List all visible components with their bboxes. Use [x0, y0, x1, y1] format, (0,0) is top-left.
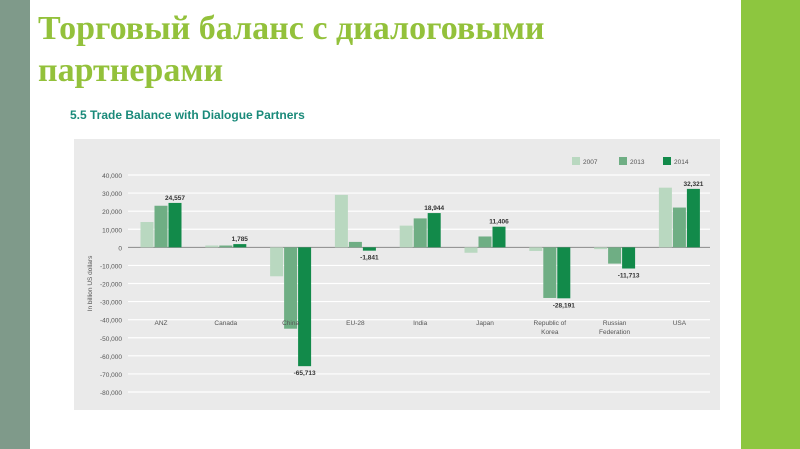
- category-label: Russian: [603, 320, 627, 327]
- bar-2014: [492, 226, 506, 248]
- bar-2014: [686, 188, 700, 248]
- bar-2014: [362, 247, 376, 251]
- bar-2013: [219, 245, 233, 248]
- y-tick-label: 10,000: [102, 227, 122, 234]
- bar-2014: [233, 244, 247, 248]
- bar-2007: [464, 247, 478, 253]
- y-tick-label: -80,000: [100, 390, 122, 397]
- category-label: Japan: [476, 320, 494, 327]
- legend-label: 2014: [674, 159, 689, 166]
- category-label: EU-28: [346, 320, 365, 327]
- category-label: China: [282, 320, 299, 327]
- y-tick-label: -60,000: [100, 354, 122, 361]
- bar-2014: [427, 213, 441, 248]
- bar-2013: [284, 247, 298, 329]
- bar-2013: [608, 247, 622, 264]
- bar-2013: [543, 247, 557, 298]
- chart-panel: [74, 139, 720, 410]
- category-label: India: [413, 320, 427, 327]
- right-accent-bar: [741, 0, 800, 449]
- bar-2007: [140, 222, 154, 248]
- data-label: 32,321: [683, 181, 703, 188]
- y-tick-label: -70,000: [100, 372, 122, 379]
- data-label: 1,785: [232, 236, 249, 243]
- category-label: USA: [673, 320, 687, 327]
- data-label: -28,191: [553, 302, 575, 309]
- y-tick-label: 0: [118, 245, 122, 252]
- left-accent-bar: [0, 0, 30, 449]
- y-tick-label: 40,000: [102, 173, 122, 180]
- legend-swatch-2013: [619, 157, 627, 165]
- legend-swatch-2014: [663, 157, 671, 165]
- y-tick-label: -20,000: [100, 282, 122, 289]
- bar-2014: [168, 202, 182, 248]
- bar-2007: [334, 194, 348, 248]
- y-tick-label: -10,000: [100, 263, 122, 270]
- slide-title: Торговый баланс с диалоговыми партнерами: [38, 10, 545, 89]
- bar-2007: [205, 245, 219, 248]
- category-label: Korea: [541, 329, 559, 336]
- bar-2007: [529, 247, 543, 251]
- legend-label: 2007: [583, 159, 598, 166]
- chart-heading: 5.5 Trade Balance with Dialogue Partners: [70, 108, 305, 122]
- category-label: Republic of: [534, 320, 567, 327]
- bar-2007: [594, 247, 608, 250]
- bar-2013: [478, 236, 492, 248]
- bar-2014: [298, 247, 312, 367]
- legend-label: 2013: [630, 159, 645, 166]
- data-label: -65,713: [294, 370, 316, 377]
- data-label: -11,713: [618, 273, 640, 280]
- legend-swatch-2007: [572, 157, 580, 165]
- data-label: 24,557: [165, 195, 185, 202]
- bar-2014: [557, 247, 571, 299]
- category-label: Federation: [599, 329, 630, 336]
- bar-2013: [348, 241, 362, 248]
- y-axis-title: In billion US dollars: [87, 255, 94, 311]
- data-label: 11,406: [489, 219, 509, 226]
- data-label: 18,944: [424, 205, 444, 212]
- bar-2013: [154, 205, 168, 248]
- y-tick-label: -50,000: [100, 336, 122, 343]
- bar-2013: [672, 207, 686, 248]
- data-label: -1,841: [360, 255, 379, 262]
- bar-2007: [270, 247, 284, 277]
- bar-2014: [622, 247, 636, 269]
- y-tick-label: 30,000: [102, 191, 122, 198]
- bar-2013: [413, 218, 427, 248]
- y-tick-label: 20,000: [102, 209, 122, 216]
- bar-2007: [658, 187, 672, 248]
- y-tick-label: -30,000: [100, 300, 122, 307]
- category-label: Canada: [214, 320, 237, 327]
- bar-2007: [399, 225, 413, 248]
- category-label: ANZ: [155, 320, 168, 327]
- y-tick-label: -40,000: [100, 318, 122, 325]
